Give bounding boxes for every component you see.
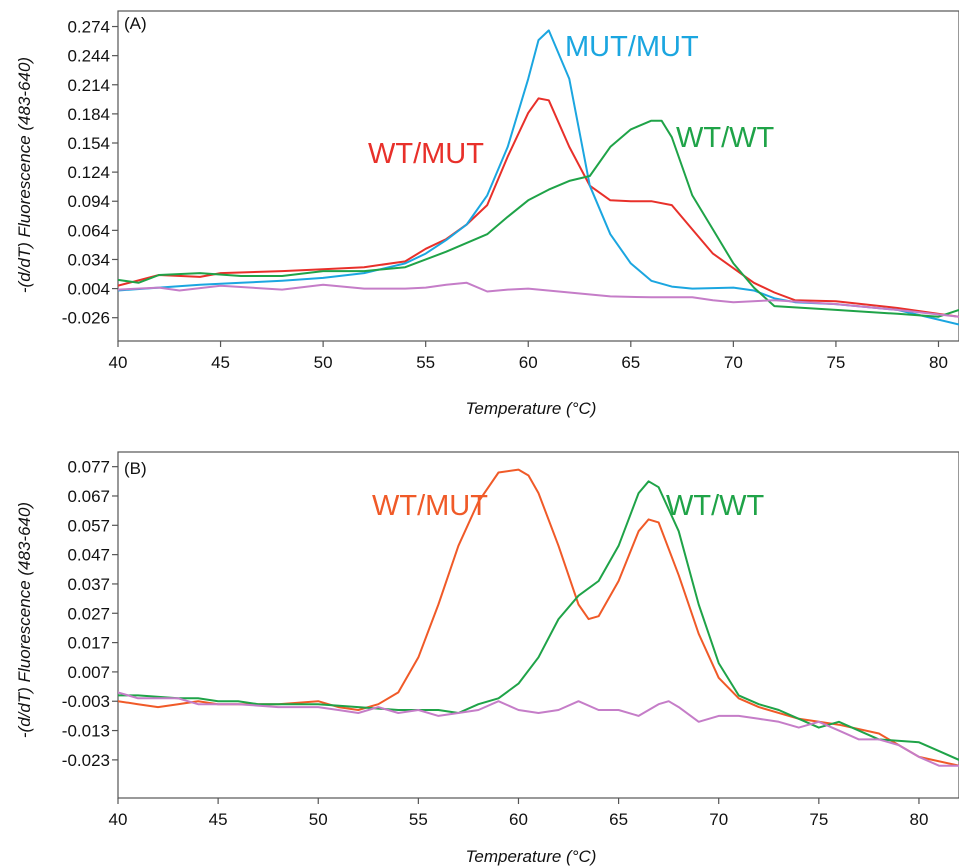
panel-a-y-tick-label: 0.094: [67, 192, 110, 211]
panel-b-series-line-2: [118, 480, 959, 761]
annotation-wt-wt: WT/WT: [676, 122, 775, 154]
panel-a-x-tick-label: 65: [621, 353, 640, 372]
panel-a-y-tick-label: 0.184: [67, 105, 110, 124]
panel-b-series-line-3: [118, 691, 959, 767]
panel-b-y-tick-label: 0.007: [67, 663, 110, 682]
panel-a-plot-frame: [117, 10, 959, 342]
panel-b-label: (B): [124, 459, 147, 478]
panel-b-series: [118, 468, 959, 767]
panel-a-y-tick-label: 0.004: [67, 280, 110, 299]
panel-a-y-axis: 0.274 0.244 0.214 0.184 0.154 0.124 0.094 0.064…: [62, 18, 118, 328]
panel-a-x-tick-label: 70: [724, 353, 743, 372]
panel-a-x-tick-label: 60: [519, 353, 538, 372]
panel-a-x-axis-title: Temperature (°C): [466, 399, 597, 418]
panel-b-y-tick-label: 0.017: [67, 634, 110, 653]
panel-b-x-tick-label: 75: [809, 810, 828, 829]
panel-b-y-tick-label: -0.023: [62, 751, 110, 770]
panel-b-y-axis-title: -(d/dT) Fluorescence (483-640): [15, 502, 34, 738]
panel-b-x-tick-label: 55: [409, 810, 428, 829]
panel-a-x-tick-label: 80: [929, 353, 948, 372]
panel-a-x-axis: 40 45 50 55 60 65 70 75 80: [109, 341, 948, 372]
annotation-wt-mut: WT/MUT: [368, 138, 484, 170]
annotation-mut-mut: MUT/MUT: [565, 31, 699, 63]
panel-a-label: (A): [124, 14, 147, 33]
panel-b-series-line-1: [118, 468, 959, 767]
annotation-wt-wt: WT/WT: [666, 490, 765, 522]
panel-a-y-tick-label: 0.034: [67, 250, 110, 269]
panel-b-y-axis: 0.077 0.067 0.057 0.047 0.037 0.027 0.017 0.007…: [62, 458, 118, 770]
panel-b-x-tick-label: 45: [209, 810, 228, 829]
panel-b-x-tick-label: 50: [309, 810, 328, 829]
panel-a-x-tick-label: 75: [826, 353, 845, 372]
panel-a-series-line-1: [118, 97, 959, 318]
panel-a-series-line-4: [118, 281, 959, 318]
panel-a-series-line-2: [118, 29, 959, 326]
panel-b-plot-frame: [117, 451, 959, 799]
panel-b-x-tick-label: 80: [909, 810, 928, 829]
panel-a-series-line-3: [118, 119, 959, 318]
panel-a-x-tick-label: 45: [211, 353, 230, 372]
panel-a-y-tick-label: -0.026: [62, 309, 110, 328]
panel-b-y-tick-label: -0.013: [62, 722, 110, 741]
panel-a-y-tick-label: 0.064: [67, 221, 110, 240]
panel-a-y-tick-label: 0.274: [67, 18, 110, 37]
panel-a-y-axis-title: -(d/dT) Fluorescence (483-640): [15, 57, 34, 293]
panel-a-x-tick-label: 55: [416, 353, 435, 372]
panel-b-x-tick-label: 60: [509, 810, 528, 829]
panel-b: (B) 0.0770.0670.0570.0470.0370.0270.0170…: [15, 451, 959, 866]
panel-b-y-tick-label: 0.077: [67, 458, 110, 477]
panel-a-x-tick-label: 50: [314, 353, 333, 372]
panel-a-y-tick-label: 0.244: [67, 47, 110, 66]
panel-b-y-tick-label: 0.027: [67, 604, 110, 623]
panel-b-y-tick-label: -0.003: [62, 692, 110, 711]
panel-a-y-tick-label: 0.214: [67, 76, 110, 95]
panel-b-y-tick-label: 0.037: [67, 575, 110, 594]
panel-a: (A) 0.2740.2440.2140.1840.1540.1240.0940…: [15, 10, 959, 418]
panel-a-y-tick-label: 0.154: [67, 134, 110, 153]
panel-b-x-axis: 40 45 50 55 60 65 70 75 80: [109, 798, 928, 829]
panel-a-x-tick-label: 40: [109, 353, 128, 372]
panel-b-y-tick-label: 0.067: [67, 487, 110, 506]
panel-a-series: [118, 29, 959, 326]
panel-b-x-tick-label: 70: [709, 810, 728, 829]
annotation-wt-mut: WT/MUT: [372, 490, 488, 522]
panel-b-x-axis-title: Temperature (°C): [466, 847, 597, 866]
panel-b-x-tick-label: 65: [609, 810, 628, 829]
panel-b-y-tick-label: 0.057: [67, 516, 110, 535]
panel-a-y-tick-label: 0.124: [67, 163, 110, 182]
panel-b-y-tick-label: 0.047: [67, 546, 110, 565]
panel-b-x-tick-label: 40: [109, 810, 128, 829]
